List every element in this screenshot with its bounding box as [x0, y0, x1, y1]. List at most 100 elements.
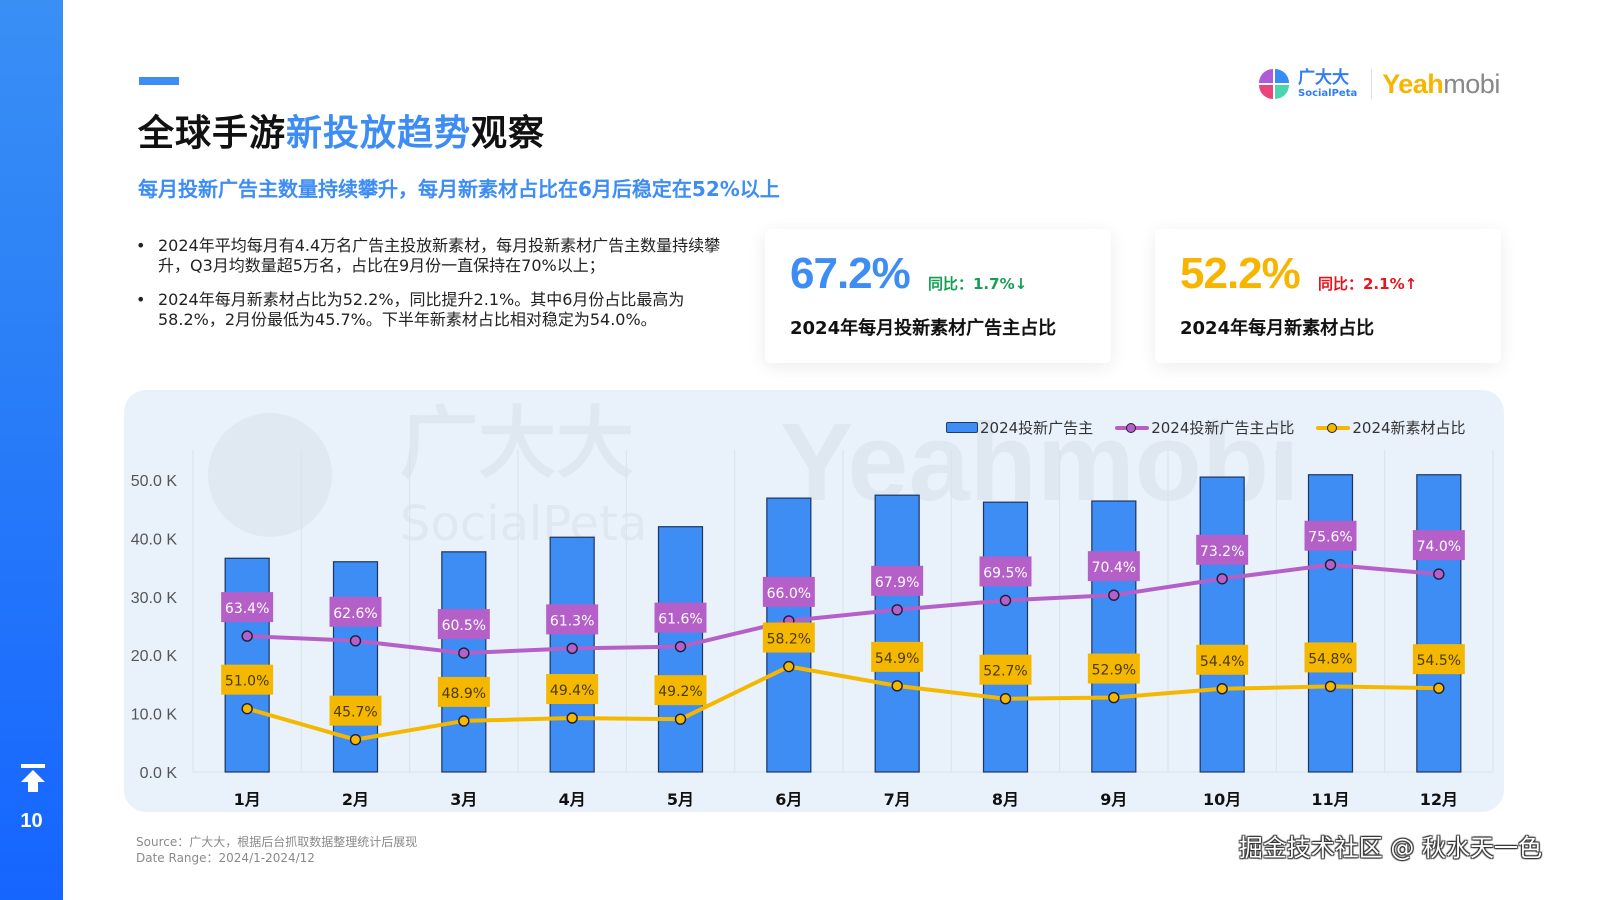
x-tick-label: 5月: [667, 790, 694, 809]
y-tick-label: 50.0 K: [131, 473, 178, 490]
y-tick-label: 10.0 K: [131, 707, 178, 724]
data-label-creative-share: 54.9%: [875, 651, 919, 667]
y-tick-label: 30.0 K: [131, 590, 178, 607]
page-subtitle: 每月投新广告主数量持续攀升，每月新素材占比在6月后稳定在52%以上: [138, 177, 780, 201]
point-advertiser-share: [1433, 568, 1445, 580]
data-label-advertiser-share: 73.2%: [1200, 544, 1244, 560]
point-creative-share: [458, 715, 470, 727]
data-label-creative-share: 49.4%: [550, 683, 594, 699]
svg-text:SocialPeta: SocialPeta: [400, 496, 647, 552]
data-label-advertiser-share: 69.5%: [983, 565, 1027, 581]
sidebar: 10: [0, 0, 63, 900]
data-label-creative-share: 52.7%: [983, 664, 1027, 680]
data-label-box-creative-share: [221, 664, 274, 695]
point-advertiser-share: [241, 630, 253, 642]
x-tick-label: 11月: [1311, 790, 1349, 809]
data-label-box-advertiser-share: [1412, 530, 1465, 561]
svg-text:广大大: 广大大: [400, 399, 634, 489]
kpi-value: 52.2%: [1180, 249, 1301, 298]
point-creative-share: [783, 660, 795, 673]
line-creative-share: [246, 664, 1439, 742]
data-label-creative-share: 54.8%: [1308, 651, 1352, 667]
point-advertiser-share: [349, 635, 362, 647]
bar-advertisers: [1307, 474, 1354, 773]
bullet-item: 2024年平均每月有4.4万名广告主投放新素材，每月投新素材广告主数量持续攀升，…: [136, 236, 746, 276]
kpi-label: 2024年每月投新素材广告主占比: [790, 318, 1057, 339]
data-label-advertiser-share: 61.6%: [658, 612, 702, 628]
point-advertiser-share: [674, 640, 687, 653]
logo-divider: [1371, 69, 1373, 99]
point-advertiser-share: [1216, 573, 1228, 585]
data-label-box-advertiser-share: [437, 609, 490, 640]
source-text: Source：广大大，根据后台抓取数据整理统计后展现: [136, 835, 418, 849]
data-label-creative-share: 51.0%: [225, 674, 269, 690]
bar-advertisers: [1091, 500, 1137, 773]
data-label-creative-share: 54.5%: [1417, 653, 1461, 669]
y-tick-label: 20.0 K: [131, 648, 178, 665]
yeahmobi-logo-part-a: Yeah: [1382, 68, 1444, 99]
x-tick-label: 12月: [1420, 790, 1458, 809]
legend-label: 2024投新广告主占比: [1151, 419, 1295, 437]
page-title: 全球手游新投放趋势观察: [138, 104, 545, 156]
data-label-advertiser-share: 70.4%: [1092, 560, 1136, 576]
point-advertiser-share: [566, 642, 578, 655]
legend-label: 2024新素材占比: [1352, 419, 1466, 437]
title-suffix: 观察: [471, 113, 546, 154]
x-tick-label: 9月: [1100, 790, 1127, 809]
yeahmobi-logo-part-b: mobi: [1443, 68, 1500, 99]
page-number: 10: [20, 810, 43, 832]
point-creative-share: [1108, 691, 1120, 704]
point-creative-share: [1216, 683, 1228, 695]
legend-item-advertisers[interactable]: 2024投新广告主: [946, 417, 1093, 438]
legend-item-advertiser-share[interactable]: 2024投新广告主占比: [1115, 417, 1294, 438]
title-prefix: 全球手游: [138, 113, 287, 154]
x-tick-label: 10月: [1203, 790, 1241, 809]
data-label-advertiser-share: 75.6%: [1308, 530, 1352, 546]
legend-item-creative-share[interactable]: 2024新素材占比: [1316, 417, 1466, 438]
data-label-creative-share: 52.9%: [1092, 663, 1136, 679]
chart-legend: 2024投新广告主 2024投新广告主占比 2024新素材占比: [946, 417, 1488, 438]
point-advertiser-share: [891, 604, 903, 616]
x-tick-label: 4月: [559, 790, 586, 809]
point-creative-share: [349, 733, 362, 746]
data-label-box-advertiser-share: [1304, 520, 1357, 551]
legend-label: 2024投新广告主: [980, 419, 1094, 437]
socialpeta-en-name: SocialPeta: [1298, 87, 1358, 99]
point-creative-share: [891, 680, 903, 692]
data-label-advertiser-share: 66.0%: [767, 586, 811, 602]
bar-advertisers: [441, 551, 487, 773]
bar-advertisers: [874, 494, 920, 773]
legend-line-swatch-purple: [1115, 421, 1150, 435]
kpi-card-advertiser-share: 67.2% 同比：1.7%↓ 2024年每月投新素材广告主占比: [765, 229, 1111, 363]
data-label-box-advertiser-share: [546, 604, 599, 635]
point-creative-share: [674, 713, 687, 725]
source-footer: Source：广大大，根据后台抓取数据整理统计后展现 Date Range：20…: [136, 834, 417, 866]
data-label-box-creative-share: [654, 675, 707, 706]
data-label-box-advertiser-share: [654, 602, 707, 633]
data-label-box-advertiser-share: [979, 556, 1032, 587]
kpi-card-new-creative-share: 52.2% 同比：2.1%↑ 2024年每月新素材占比: [1155, 229, 1501, 363]
insight-bullets: 2024年平均每月有4.4万名广告主投放新素材，每月投新素材广告主数量持续攀升，…: [136, 236, 746, 344]
line-advertiser-share: [247, 562, 1440, 656]
data-label-box-creative-share: [329, 695, 382, 726]
data-label-box-advertiser-share: [1087, 551, 1140, 582]
data-label-advertiser-share: 63.4%: [225, 601, 269, 617]
bullet-item: 2024年每月新素材占比为52.2%，同比提升2.1%。其中6月份占比最高为58…: [136, 290, 746, 330]
x-tick-label: 7月: [884, 790, 911, 809]
back-to-top-icon[interactable]: [20, 763, 46, 793]
data-label-box-creative-share: [1304, 642, 1357, 673]
x-tick-label: 8月: [992, 790, 1019, 809]
data-label-box-advertiser-share: [1196, 534, 1249, 565]
point-advertiser-share: [1324, 559, 1337, 571]
x-tick-label: 1月: [234, 790, 261, 809]
kpi-label: 2024年每月新素材占比: [1180, 318, 1375, 339]
data-label-box-creative-share: [979, 654, 1032, 685]
data-label-advertiser-share: 62.6%: [333, 606, 377, 622]
bar-advertisers: [1416, 474, 1462, 773]
data-label-box-creative-share: [437, 676, 490, 707]
title-highlight: 新投放趋势: [286, 113, 472, 154]
point-advertiser-share: [1108, 589, 1120, 601]
bar-advertisers: [982, 501, 1029, 773]
point-creative-share: [1433, 682, 1445, 694]
